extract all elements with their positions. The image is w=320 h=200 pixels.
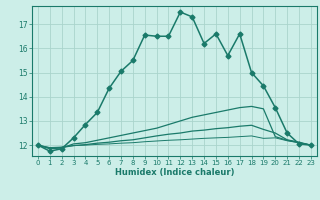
X-axis label: Humidex (Indice chaleur): Humidex (Indice chaleur)	[115, 168, 234, 177]
